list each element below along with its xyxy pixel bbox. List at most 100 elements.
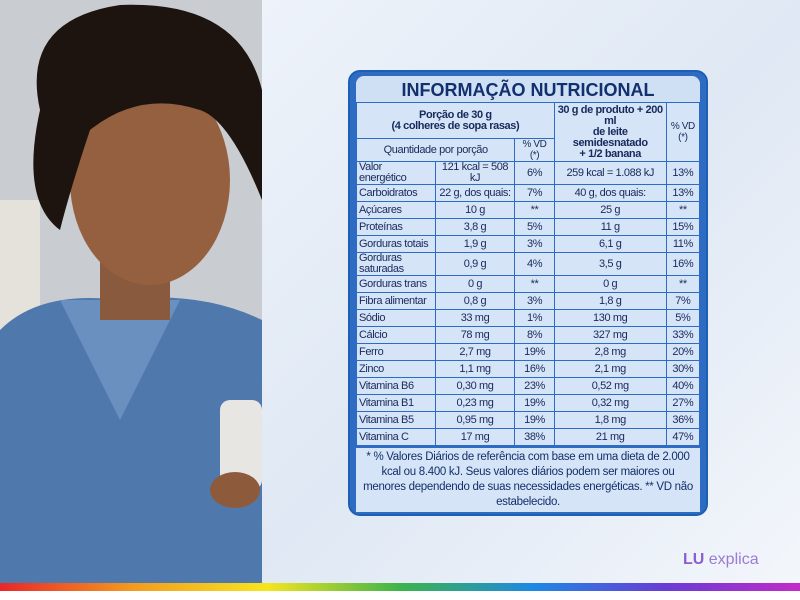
- nutrient-name: Zinco: [356, 360, 436, 378]
- nutrient-name: Ferro: [356, 343, 436, 361]
- nutrient-value: 0,9 g: [434, 252, 516, 276]
- nutrient-name: Gorduras trans: [356, 275, 436, 293]
- header-cell: % VD (*): [514, 138, 555, 162]
- nutrient-name: Cálcio: [356, 326, 436, 344]
- nutrient-value: 21 mg: [553, 428, 667, 446]
- header-cell: Quantidade por porção: [355, 138, 516, 162]
- nutrient-value: 30%: [665, 360, 701, 378]
- nutrient-value: 40%: [665, 377, 701, 395]
- nutrient-value: 19%: [514, 411, 555, 429]
- nutrient-value: 2,7 mg: [434, 343, 516, 361]
- nutrient-value: 7%: [665, 292, 701, 310]
- nutrient-value: 23%: [514, 377, 555, 395]
- logo: LU explica: [683, 551, 759, 569]
- table-row: Açúcares 10 g ** 25 g **: [356, 201, 701, 219]
- nutrient-name: Gorduras saturadas: [356, 252, 436, 276]
- nutrient-value: 15%: [665, 218, 701, 236]
- nutrient-value: 5%: [665, 309, 701, 327]
- nutrient-value: 16%: [665, 252, 701, 276]
- nutrient-value: 7%: [514, 184, 555, 202]
- title: INFORMAÇÃO NUTRICIONAL: [356, 76, 700, 102]
- nutrient-value: 13%: [665, 184, 701, 202]
- nutrient-value: 0,95 mg: [434, 411, 516, 429]
- nutrient-value: 3%: [514, 235, 555, 253]
- table-row: Gorduras totais 1,9 g 3% 6,1 g 11%: [356, 235, 701, 253]
- nutrient-name: Gorduras totais: [356, 235, 436, 253]
- nutrient-value: 25 g: [553, 201, 667, 219]
- table-row: Fibra alimentar 0,8 g 3% 1,8 g 7%: [356, 292, 701, 310]
- nutrient-value: 0,32 mg: [553, 394, 667, 412]
- nutrient-value: 1,9 g: [434, 235, 516, 253]
- table-row: Vitamina B5 0,95 mg 19% 1,8 mg 36%: [356, 411, 701, 429]
- nutrient-value: 17 mg: [434, 428, 516, 446]
- nutrient-name: Carboidratos: [356, 184, 436, 202]
- rainbow-bar: [0, 583, 800, 591]
- nutrient-value: 16%: [514, 360, 555, 378]
- table-row: Sódio 33 mg 1% 130 mg 5%: [356, 309, 701, 327]
- nutrient-value: 22 g, dos quais:: [434, 184, 516, 202]
- nutrient-value: 3,5 g: [553, 252, 667, 276]
- nutrient-value: 121 kcal = 508 kJ: [434, 161, 516, 185]
- nutrient-name: Sódio: [356, 309, 436, 327]
- nutrient-value: 0 g: [553, 275, 667, 293]
- nutrient-value: 27%: [665, 394, 701, 412]
- table-row: Gorduras trans 0 g ** 0 g **: [356, 275, 701, 293]
- nutrient-value: 0,23 mg: [434, 394, 516, 412]
- nutrient-name: Valor energético: [356, 161, 436, 185]
- nutrient-value: **: [514, 201, 555, 219]
- nutrient-name: Vitamina B1: [356, 394, 436, 412]
- nutrient-value: 19%: [514, 343, 555, 361]
- nutrient-value: 0,8 g: [434, 292, 516, 310]
- nutrient-value: 40 g, dos quais:: [553, 184, 667, 202]
- logo-brand: LU: [683, 551, 705, 568]
- nutrient-value: 36%: [665, 411, 701, 429]
- nutrient-value: 5%: [514, 218, 555, 236]
- table-row: Valor energético 121 kcal = 508 kJ 6% 259 k…: [356, 161, 701, 185]
- nutrient-value: 0,52 mg: [553, 377, 667, 395]
- nutrient-name: Vitamina B5: [356, 411, 436, 429]
- photo: [0, 0, 262, 583]
- footnote: * % Valores Diários de referência com ba…: [356, 448, 700, 512]
- header-cell: % VD (*): [665, 102, 701, 162]
- nutrient-value: 2,8 mg: [553, 343, 667, 361]
- nutrition-panel: INFORMAÇÃO NUTRICIONAL Porção de 30 g (4…: [348, 70, 708, 516]
- nutrient-name: Proteínas: [356, 218, 436, 236]
- table-row: Proteínas 3,8 g 5% 11 g 15%: [356, 218, 701, 236]
- nutrient-value: 47%: [665, 428, 701, 446]
- nutrient-value: 6,1 g: [553, 235, 667, 253]
- nutrient-value: 1%: [514, 309, 555, 327]
- nutrient-value: 33 mg: [434, 309, 516, 327]
- nutrient-value: 20%: [665, 343, 701, 361]
- nutrient-value: 11 g: [553, 218, 667, 236]
- nutrient-value: 11%: [665, 235, 701, 253]
- nutrient-value: **: [665, 275, 701, 293]
- table-row: Ferro 2,7 mg 19% 2,8 mg 20%: [356, 343, 701, 361]
- nutrient-value: **: [665, 201, 701, 219]
- nutrient-value: **: [514, 275, 555, 293]
- nutrient-value: 130 mg: [553, 309, 667, 327]
- nutrient-name: Fibra alimentar: [356, 292, 436, 310]
- nutrient-name: Vitamina C: [356, 428, 436, 446]
- table-row: Zinco 1,1 mg 16% 2,1 mg 30%: [356, 360, 701, 378]
- nutrient-name: Açúcares: [356, 201, 436, 219]
- logo-text: explica: [708, 551, 759, 568]
- header-cell: Porção de 30 g (4 colheres de sopa rasas…: [356, 102, 555, 139]
- table-row: Vitamina C 17 mg 38% 21 mg 47%: [356, 428, 701, 446]
- nutrient-value: 3,8 g: [434, 218, 516, 236]
- table-row: Vitamina B1 0,23 mg 19% 0,32 mg 27%: [356, 394, 701, 412]
- nutrient-value: 327 mg: [553, 326, 667, 344]
- nutrient-value: 1,1 mg: [434, 360, 516, 378]
- nutrient-value: 2,1 mg: [553, 360, 667, 378]
- nutrition-table: Porção de 30 g (4 colheres de sopa rasas…: [355, 102, 701, 446]
- nutrient-value: 78 mg: [434, 326, 516, 344]
- nutrient-value: 1,8 mg: [553, 411, 667, 429]
- nutrient-value: 259 kcal = 1.088 kJ: [553, 161, 667, 185]
- nutrient-value: 0,30 mg: [434, 377, 516, 395]
- nutrient-value: 6%: [514, 161, 555, 185]
- header-cell: 30 g de produto + 200 ml de leite semide…: [553, 102, 667, 162]
- nutrient-value: 13%: [665, 161, 701, 185]
- table-row: Vitamina B6 0,30 mg 23% 0,52 mg 40%: [356, 377, 701, 395]
- nutrient-value: 0 g: [434, 275, 516, 293]
- table-row: Carboidratos 22 g, dos quais: 7% 40 g, dos …: [356, 184, 701, 202]
